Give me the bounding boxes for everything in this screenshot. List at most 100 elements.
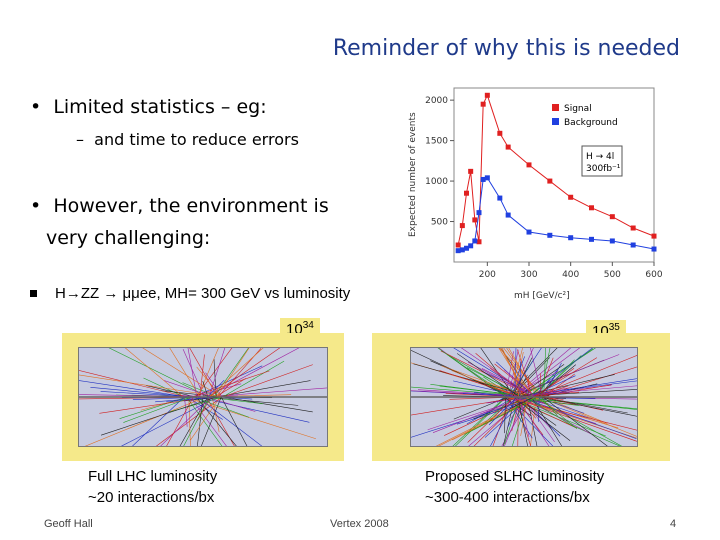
x-tick-label: 500 xyxy=(604,270,621,280)
x-axis-label: mH [GeV/c²] xyxy=(514,291,570,301)
data-point-background xyxy=(547,232,553,238)
slide-title: Reminder of why this is needed xyxy=(332,36,680,61)
track-line xyxy=(216,347,250,398)
sub-bullet-text: and time to reduce errors xyxy=(94,130,299,149)
data-point-background xyxy=(526,229,532,235)
data-point-background xyxy=(609,238,615,244)
event-display-left xyxy=(40,305,365,493)
bullet-text-line1: However, the environment is xyxy=(53,195,329,217)
track-line xyxy=(532,357,598,398)
bullet-environment: • However, the environment is very chall… xyxy=(30,190,329,254)
track-line xyxy=(464,396,538,435)
track-line xyxy=(79,396,206,449)
track-line xyxy=(193,365,263,398)
data-point-background xyxy=(476,210,482,216)
data-point-background xyxy=(497,195,503,201)
track-line xyxy=(537,396,578,429)
sub-bullet-reduce-errors: – and time to reduce errors xyxy=(76,130,299,149)
track-line xyxy=(75,369,188,398)
event-tracks xyxy=(371,307,678,488)
track-line xyxy=(504,396,520,445)
track-line xyxy=(166,396,218,403)
track-line xyxy=(125,396,185,453)
bullet-symbol: • xyxy=(30,195,42,217)
track-line xyxy=(182,382,219,398)
track-line xyxy=(184,396,316,440)
data-point-signal xyxy=(609,214,615,220)
track-line xyxy=(190,396,221,441)
detector-frame xyxy=(371,307,678,488)
annotation-luminosity: 300fb⁻¹ xyxy=(586,164,621,174)
data-point-background xyxy=(480,176,486,182)
data-point-signal xyxy=(630,225,636,231)
track-line xyxy=(515,396,648,411)
track-line xyxy=(504,396,506,434)
track-line xyxy=(519,361,521,398)
track-line xyxy=(483,396,514,425)
caption-line1: Full LHC luminosity xyxy=(88,468,218,485)
track-line xyxy=(537,396,585,414)
track-line xyxy=(66,372,223,398)
legend: Signal Background xyxy=(552,104,618,128)
data-point-signal xyxy=(480,101,486,107)
data-point-background xyxy=(468,243,474,249)
caption-line1: Proposed SLHC luminosity xyxy=(425,468,605,485)
data-point-signal xyxy=(455,242,461,248)
data-point-background xyxy=(455,248,461,254)
track-line xyxy=(191,370,270,398)
track-line xyxy=(399,396,522,418)
dash-symbol: – xyxy=(76,130,84,149)
y-tick-label: 1000 xyxy=(425,177,448,187)
data-point-signal xyxy=(505,144,511,150)
track-line xyxy=(184,396,188,427)
y-tick-label: 500 xyxy=(431,218,448,228)
data-point-signal xyxy=(589,205,594,211)
legend-background-label: Background xyxy=(564,118,618,128)
track-line xyxy=(510,396,640,443)
annotation-process: H → 4l xyxy=(586,152,614,162)
data-point-signal xyxy=(459,223,465,229)
y-tick-label: 2000 xyxy=(425,96,448,106)
track-line xyxy=(123,396,192,423)
data-point-background xyxy=(589,236,594,242)
track-line xyxy=(536,385,569,398)
track-line xyxy=(528,383,547,398)
track-line xyxy=(488,396,518,426)
track-line xyxy=(538,384,612,398)
track-line xyxy=(432,396,524,433)
track-line xyxy=(511,357,550,398)
track-line xyxy=(222,360,285,398)
track-line xyxy=(439,370,522,398)
detector-frame xyxy=(40,305,365,493)
caption-right: Proposed SLHC luminosity ~300-400 intera… xyxy=(425,466,604,508)
event-display-right xyxy=(371,307,678,488)
data-point-signal xyxy=(526,162,532,168)
bullet-symbol: • xyxy=(30,96,42,118)
track-line xyxy=(209,333,300,398)
data-point-background xyxy=(568,235,574,241)
track-line xyxy=(524,396,576,428)
track-line xyxy=(404,396,538,440)
track-line xyxy=(446,343,534,398)
data-point-signal xyxy=(468,168,474,174)
data-point-signal xyxy=(568,194,574,200)
track-line xyxy=(408,348,511,398)
track-line xyxy=(467,361,535,398)
footer-page-number: 4 xyxy=(670,518,677,530)
track-line xyxy=(506,396,532,407)
track-line xyxy=(211,396,220,433)
track-line xyxy=(467,396,515,443)
annotation-box xyxy=(581,145,623,177)
legend-background-swatch xyxy=(552,118,559,125)
track-line xyxy=(520,344,601,398)
track-line xyxy=(520,396,529,436)
data-point-signal xyxy=(547,178,553,184)
bullet-limited-statistics: • Limited statistics – eg: xyxy=(30,96,267,118)
x-tick-label: 200 xyxy=(479,270,496,280)
data-point-signal xyxy=(464,190,469,196)
track-line xyxy=(146,385,197,398)
data-point-background xyxy=(505,212,511,218)
track-line xyxy=(538,396,540,422)
data-point-background xyxy=(651,246,657,252)
footer-author: Geoff Hall xyxy=(44,518,93,530)
